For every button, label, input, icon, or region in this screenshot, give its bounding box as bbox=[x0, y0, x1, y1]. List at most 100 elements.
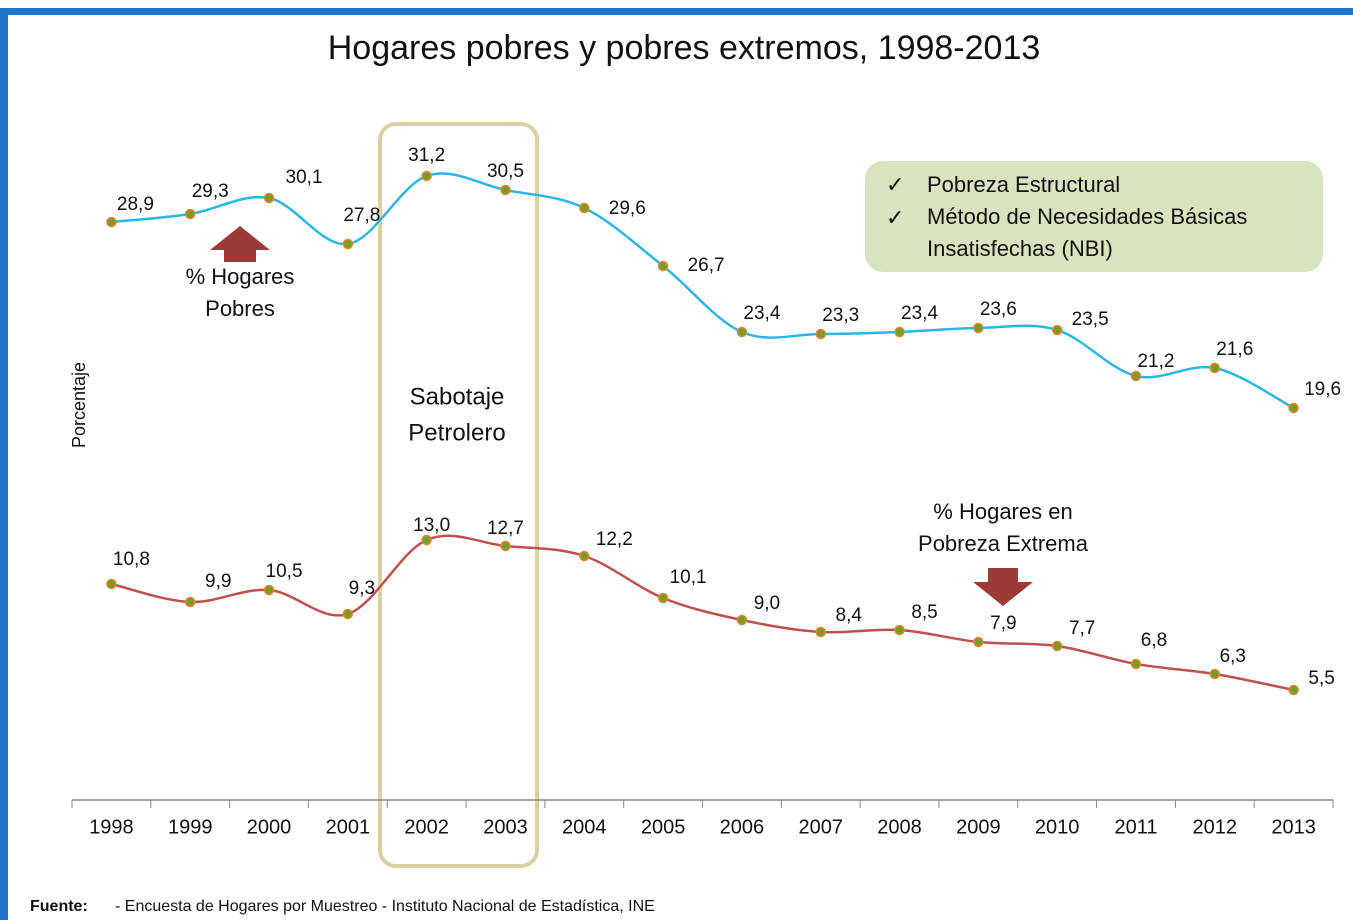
data-label: 10,1 bbox=[670, 567, 707, 588]
point bbox=[263, 584, 275, 596]
point bbox=[1209, 668, 1221, 680]
point bbox=[894, 624, 905, 636]
data-label: 8,4 bbox=[836, 605, 863, 626]
point bbox=[106, 578, 117, 590]
series-annotation: Pobreza Extrema bbox=[918, 531, 1089, 556]
check: ✓ bbox=[886, 172, 904, 197]
data-label: 19,6 bbox=[1304, 379, 1341, 400]
data-label: 6,8 bbox=[1141, 630, 1167, 651]
data-label: 7,7 bbox=[1069, 618, 1095, 639]
chart-title: Hogares pobres y pobres extremos, 1998-2… bbox=[328, 29, 1041, 67]
data-label: 23,6 bbox=[980, 299, 1017, 320]
data-label: 9,3 bbox=[349, 578, 375, 599]
series-annotation: % Hogares en bbox=[933, 499, 1072, 524]
point bbox=[736, 614, 748, 626]
data-label: 29,6 bbox=[609, 198, 646, 219]
point bbox=[894, 326, 905, 338]
point bbox=[973, 322, 984, 334]
data-label: 8,5 bbox=[911, 602, 937, 623]
data-label: 31,2 bbox=[408, 145, 445, 166]
point bbox=[184, 208, 196, 220]
check: ✓ bbox=[886, 205, 904, 230]
point bbox=[184, 596, 196, 608]
point bbox=[973, 636, 984, 648]
y-axis-label: Porcentaje bbox=[69, 362, 89, 448]
point bbox=[106, 216, 117, 228]
data-label: 10,8 bbox=[113, 549, 150, 570]
frame-top bbox=[0, 8, 1353, 15]
data-label: 29,3 bbox=[192, 181, 229, 202]
series-annotation: % Hogares bbox=[186, 264, 295, 289]
point bbox=[342, 238, 354, 250]
data-label: 30,5 bbox=[487, 161, 524, 182]
series-annotation: Pobres bbox=[205, 296, 275, 321]
point bbox=[1209, 362, 1221, 374]
series-line bbox=[111, 534, 1294, 692]
highlight-box bbox=[378, 122, 539, 868]
data-label: 23,3 bbox=[822, 305, 859, 326]
point bbox=[815, 328, 826, 340]
highlight-label: Petrolero bbox=[408, 419, 505, 446]
data-label: 26,7 bbox=[688, 255, 725, 276]
note-box bbox=[865, 161, 1323, 272]
x-tick-label: 2009 bbox=[956, 816, 1001, 838]
x-tick-label: 2011 bbox=[1114, 816, 1157, 838]
arrow-down bbox=[973, 568, 1033, 606]
point bbox=[1288, 402, 1299, 414]
x-tick-label: 2007 bbox=[798, 816, 843, 838]
x-tick-label: 2004 bbox=[562, 816, 607, 838]
data-label: 28,9 bbox=[117, 194, 154, 215]
x-tick-label: 2012 bbox=[1193, 816, 1238, 838]
point bbox=[500, 540, 511, 552]
data-label: 23,4 bbox=[743, 303, 780, 324]
highlight-label: Sabotaje bbox=[410, 383, 505, 410]
x-tick-label: 2001 bbox=[326, 816, 371, 838]
data-label: 9,9 bbox=[205, 571, 231, 592]
point bbox=[421, 534, 432, 546]
point bbox=[421, 170, 432, 182]
point bbox=[342, 608, 354, 620]
x-tick-label: 2006 bbox=[720, 816, 765, 838]
data-label: 30,1 bbox=[286, 167, 323, 188]
point bbox=[657, 260, 669, 272]
note: Método de Necesidades Básicas bbox=[927, 204, 1247, 229]
data-label: 12,7 bbox=[487, 518, 524, 539]
point bbox=[1051, 640, 1063, 652]
x-tick-label: 2000 bbox=[247, 816, 292, 838]
x-tick-label: 2005 bbox=[641, 816, 686, 838]
point bbox=[657, 592, 669, 604]
point bbox=[500, 184, 511, 196]
point bbox=[1288, 684, 1299, 696]
x-tick-label: 2002 bbox=[404, 816, 449, 838]
data-label: 21,6 bbox=[1216, 339, 1253, 360]
data-label: 7,9 bbox=[990, 613, 1016, 634]
series-line bbox=[111, 172, 1295, 410]
note: Insatisfechas (NBI) bbox=[927, 236, 1113, 261]
source-label: Fuente: bbox=[30, 898, 88, 915]
data-label: 13,0 bbox=[413, 515, 450, 536]
x-tick-label: 2013 bbox=[1271, 816, 1316, 838]
point bbox=[1130, 658, 1142, 670]
x-tick-label: 1998 bbox=[89, 816, 134, 838]
note: Pobreza Estructural bbox=[927, 172, 1120, 197]
point bbox=[815, 626, 826, 638]
point bbox=[579, 202, 590, 214]
data-label: 10,5 bbox=[266, 561, 303, 582]
data-label: 27,8 bbox=[343, 205, 380, 226]
point bbox=[736, 326, 748, 338]
data-label: 9,0 bbox=[754, 593, 780, 614]
x-tick-label: 2003 bbox=[483, 816, 528, 838]
x-tick-label: 1999 bbox=[168, 816, 213, 838]
source: - Encuesta de Hogares por Muestreo - Ins… bbox=[115, 898, 655, 915]
frame-left bbox=[0, 8, 8, 920]
x-tick-label: 2008 bbox=[877, 816, 922, 838]
point bbox=[1051, 324, 1063, 336]
arrow-up bbox=[210, 226, 270, 262]
point bbox=[263, 192, 275, 204]
data-label: 23,4 bbox=[901, 303, 938, 324]
data-label: 21,2 bbox=[1137, 351, 1174, 372]
data-label: 23,5 bbox=[1072, 309, 1109, 330]
point bbox=[579, 550, 590, 562]
point bbox=[1130, 370, 1142, 382]
